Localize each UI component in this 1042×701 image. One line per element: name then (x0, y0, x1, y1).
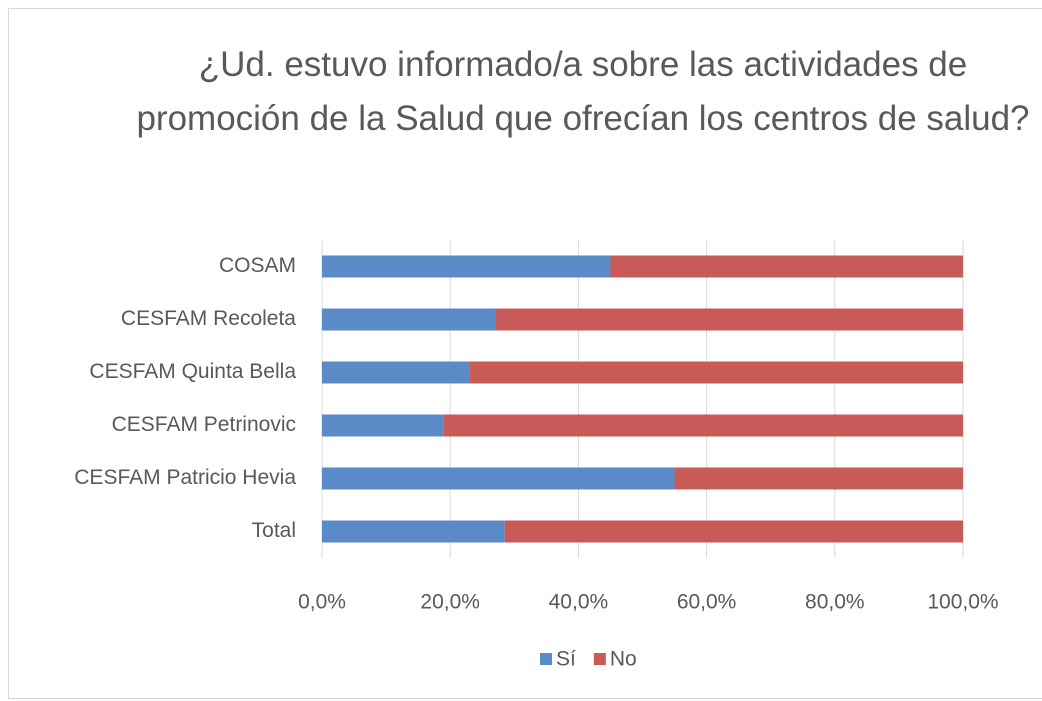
bar-segment (322, 308, 496, 331)
x-tick-label: 60,0% (677, 591, 737, 614)
bar-segment (504, 520, 963, 543)
y-tick-label: Total (252, 519, 296, 542)
bar-segment (495, 308, 963, 331)
bar-segment (322, 255, 611, 278)
legend-label: No (610, 648, 637, 671)
chart-border (8, 8, 1042, 699)
x-tick-label: 80,0% (805, 591, 865, 614)
bar-segment (322, 361, 470, 384)
y-tick-label: CESFAM Recoleta (121, 307, 296, 330)
chart-title: ¿Ud. estuvo informado/a sobre las activi… (136, 45, 1030, 138)
bar-segment (443, 414, 963, 437)
x-tick-label: 100,0% (927, 591, 998, 614)
y-tick-label: CESFAM Petrinovic (112, 413, 296, 436)
y-tick-label: COSAM (219, 254, 296, 277)
bar-segment (610, 255, 963, 278)
legend-swatch (540, 653, 552, 665)
bar-segment (674, 467, 963, 490)
y-tick-label: CESFAM Quinta Bella (89, 360, 296, 383)
bar-segment (322, 520, 505, 543)
x-tick-label: 40,0% (549, 591, 609, 614)
bar-segment (469, 361, 963, 384)
legend-swatch (593, 653, 606, 665)
bar-segment (322, 414, 444, 437)
bar-segment (322, 467, 675, 490)
x-tick-label: 20,0% (420, 591, 480, 614)
legend-label: Sí (556, 648, 576, 671)
x-tick-label: 0,0% (298, 591, 346, 614)
y-tick-label: CESFAM Patricio Hevia (74, 466, 296, 489)
